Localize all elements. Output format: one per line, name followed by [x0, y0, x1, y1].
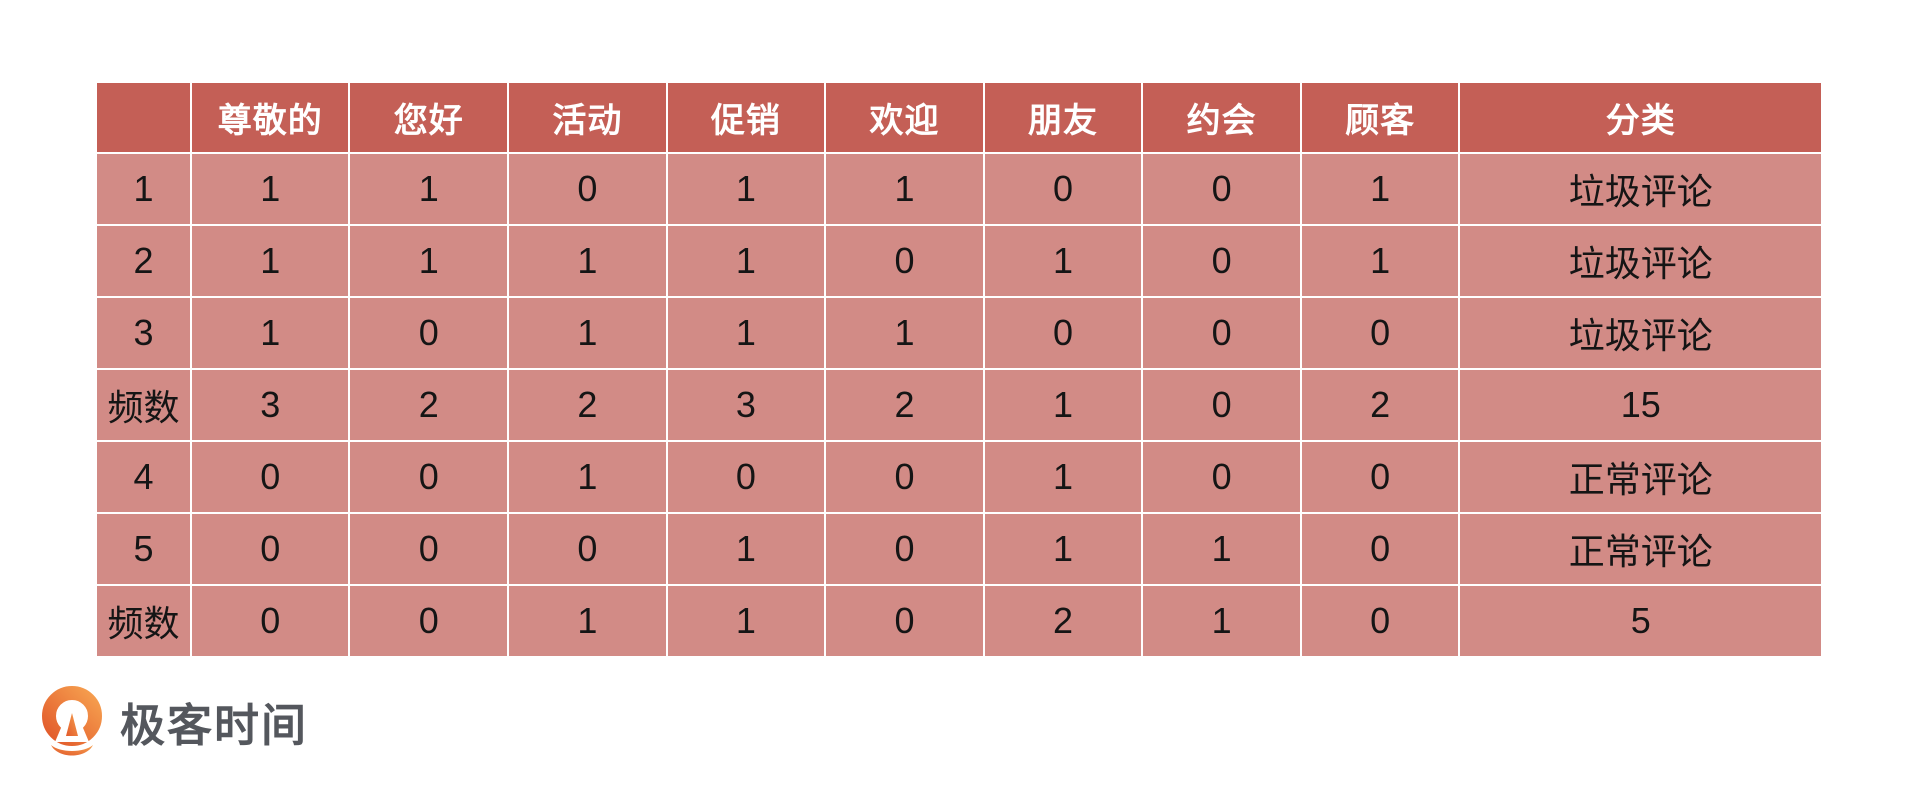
value-cell: 0	[982, 152, 1144, 226]
row-label: 3	[95, 296, 192, 370]
value-cell: 0	[189, 584, 351, 658]
column-header: 尊敬的	[189, 81, 351, 154]
value-cell: 1	[1299, 224, 1461, 298]
value-cell: 2	[507, 368, 668, 442]
value-cell: 0	[824, 512, 985, 586]
value-cell: 1	[982, 368, 1144, 442]
row-label: 频数	[95, 368, 192, 442]
value-cell: 1	[824, 152, 985, 226]
category-cell: 垃圾评论	[1458, 224, 1823, 298]
value-cell: 0	[507, 152, 668, 226]
word-frequency-table-container: 尊敬的 您好 活动 促销 欢迎 朋友 约会 顾客 分类 1 1 1 0 1 1 0 0 1 垃圾评论 2 1 1 1 1 0 1…	[95, 81, 1823, 658]
table-row: 3 1 0 1 1 1 0 0 0 垃圾评论	[95, 296, 1823, 370]
column-header: 活动	[507, 81, 668, 154]
category-cell: 垃圾评论	[1458, 152, 1823, 226]
column-header: 欢迎	[824, 81, 985, 154]
table-row: 4 0 0 1 0 0 1 0 0 正常评论	[95, 440, 1823, 514]
value-cell: 1	[1299, 152, 1461, 226]
category-cell: 5	[1458, 584, 1823, 658]
value-cell: 0	[1141, 224, 1302, 298]
row-label: 5	[95, 512, 192, 586]
value-cell: 0	[1299, 512, 1461, 586]
value-cell: 1	[348, 224, 510, 298]
table-header-row: 尊敬的 您好 活动 促销 欢迎 朋友 约会 顾客 分类	[95, 81, 1823, 154]
geektime-logo: 极客时间	[40, 686, 308, 764]
corner-header-cell	[95, 81, 192, 154]
value-cell: 0	[189, 512, 351, 586]
column-header: 朋友	[982, 81, 1144, 154]
value-cell: 0	[1299, 296, 1461, 370]
value-cell: 1	[665, 224, 827, 298]
row-label: 2	[95, 224, 192, 298]
value-cell: 1	[982, 512, 1144, 586]
value-cell: 1	[507, 440, 668, 514]
value-cell: 3	[665, 368, 827, 442]
value-cell: 0	[1299, 584, 1461, 658]
value-cell: 0	[348, 296, 510, 370]
column-header: 顾客	[1299, 81, 1461, 154]
value-cell: 0	[1141, 152, 1302, 226]
category-cell: 正常评论	[1458, 440, 1823, 514]
value-cell: 0	[665, 440, 827, 514]
value-cell: 1	[665, 512, 827, 586]
value-cell: 0	[348, 440, 510, 514]
table-row: 1 1 1 0 1 1 0 0 1 垃圾评论	[95, 152, 1823, 226]
value-cell: 1	[665, 152, 827, 226]
value-cell: 2	[348, 368, 510, 442]
value-cell: 0	[824, 440, 985, 514]
value-cell: 2	[824, 368, 985, 442]
value-cell: 1	[1141, 512, 1302, 586]
value-cell: 1	[824, 296, 985, 370]
category-cell: 15	[1458, 368, 1823, 442]
value-cell: 1	[348, 152, 510, 226]
value-cell: 1	[507, 296, 668, 370]
value-cell: 0	[348, 584, 510, 658]
value-cell: 0	[507, 512, 668, 586]
geektime-logo-text: 极客时间	[120, 699, 309, 751]
table-row: 2 1 1 1 1 0 1 0 1 垃圾评论	[95, 224, 1823, 298]
row-label: 4	[95, 440, 192, 514]
column-header: 分类	[1458, 81, 1823, 154]
value-cell: 1	[665, 296, 827, 370]
value-cell: 1	[507, 224, 668, 298]
value-cell: 2	[1299, 368, 1461, 442]
value-cell: 0	[1299, 440, 1461, 514]
value-cell: 1	[189, 152, 351, 226]
value-cell: 0	[348, 512, 510, 586]
value-cell: 2	[982, 584, 1144, 658]
value-cell: 1	[982, 224, 1144, 298]
value-cell: 0	[1141, 296, 1302, 370]
value-cell: 3	[189, 368, 351, 442]
table-row: 频数 0 0 1 1 0 2 1 0 5	[95, 584, 1823, 658]
value-cell: 0	[1141, 368, 1302, 442]
column-header: 促销	[665, 81, 827, 154]
geektime-logo-icon	[42, 686, 102, 756]
value-cell: 1	[665, 584, 827, 658]
category-cell: 正常评论	[1458, 512, 1823, 586]
value-cell: 1	[1141, 584, 1302, 658]
table-row: 5 0 0 0 1 0 1 1 0 正常评论	[95, 512, 1823, 586]
value-cell: 0	[824, 224, 985, 298]
value-cell: 0	[982, 296, 1144, 370]
column-header: 您好	[348, 81, 510, 154]
value-cell: 0	[824, 584, 985, 658]
table-body: 1 1 1 0 1 1 0 0 1 垃圾评论 2 1 1 1 1 0 1 0 1 垃圾评论 3 1 0 1 1 1 0 0 0 垃圾评论频…	[95, 152, 1823, 658]
row-label: 1	[95, 152, 192, 226]
value-cell: 1	[189, 224, 351, 298]
column-header: 约会	[1141, 81, 1302, 154]
row-label: 频数	[95, 584, 192, 658]
value-cell: 1	[189, 296, 351, 370]
value-cell: 1	[507, 584, 668, 658]
value-cell: 0	[189, 440, 351, 514]
category-cell: 垃圾评论	[1458, 296, 1823, 370]
word-frequency-table: 尊敬的 您好 活动 促销 欢迎 朋友 约会 顾客 分类 1 1 1 0 1 1 0 0 1 垃圾评论 2 1 1 1 1 0 1…	[95, 81, 1823, 658]
value-cell: 1	[982, 440, 1144, 514]
value-cell: 0	[1141, 440, 1302, 514]
table-row: 频数 3 2 2 3 2 1 0 2 15	[95, 368, 1823, 442]
